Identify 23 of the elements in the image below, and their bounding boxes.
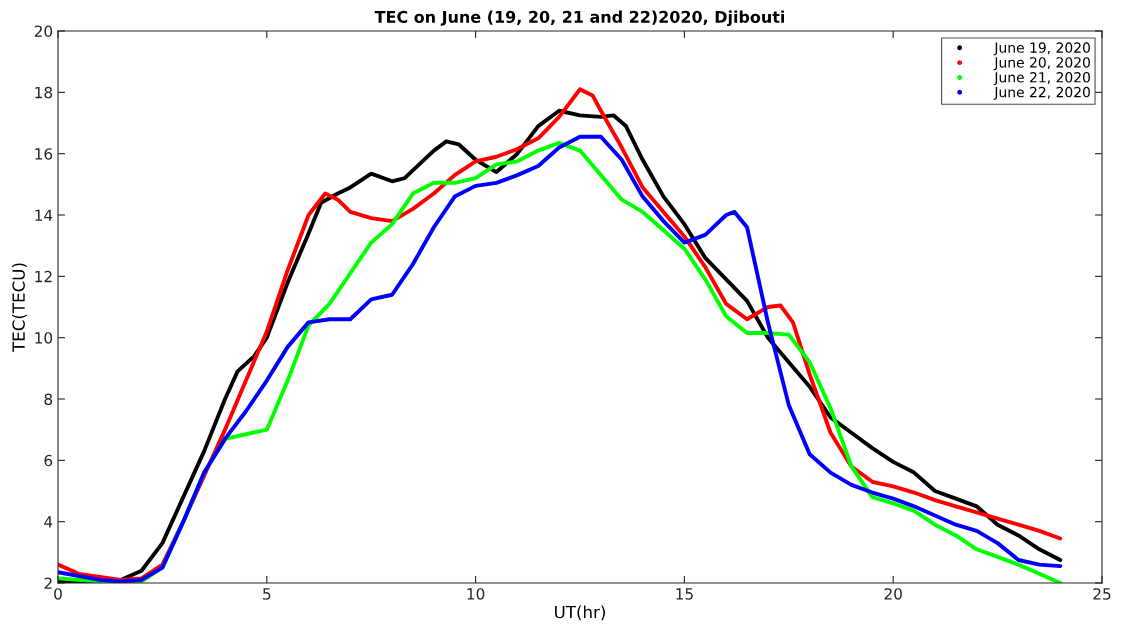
x-tick-label: 5 [263, 588, 271, 600]
y-tick-label: 10 [35, 332, 53, 344]
x-tick-label: 10 [467, 588, 485, 600]
y-axis-title: TEC(TECU) [12, 263, 27, 352]
y-tick-label: 4 [44, 516, 53, 528]
y-tick-label: 18 [35, 86, 53, 99]
y-tick-label: 6 [44, 454, 53, 467]
y-tick-label: 2 [44, 577, 52, 589]
y-tick-label: 16 [35, 148, 53, 160]
x-tick-label: 20 [884, 588, 902, 600]
chart-title: TEC on June (19, 20, 21 and 22)2020, Djibouti [374, 10, 785, 27]
y-tick-label: 8 [44, 393, 53, 406]
legend-label: June 20, 2020 [993, 57, 1090, 71]
legend-label: June 22, 2020 [993, 86, 1090, 100]
legend-label: June 21, 2020 [993, 72, 1090, 86]
y-tick-label: 12 [35, 270, 52, 283]
x-tick-label: 15 [676, 588, 693, 600]
x-axis-title: UT(hr) [555, 605, 605, 621]
y-tick-label: 20 [34, 25, 53, 38]
legend-label: June 19, 2020 [993, 42, 1090, 56]
x-tick-label: 25 [1093, 588, 1111, 600]
y-tick-label: 14 [35, 209, 53, 221]
x-tick-label: 0 [54, 588, 62, 600]
